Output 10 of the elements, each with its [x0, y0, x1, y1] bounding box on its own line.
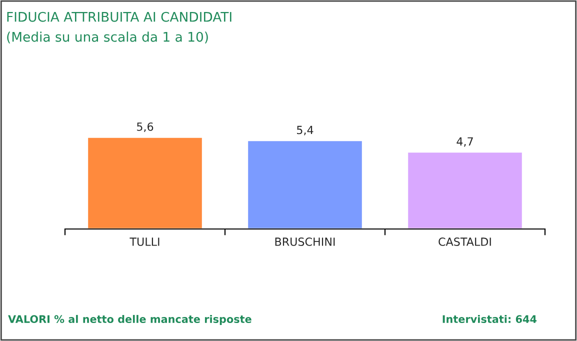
- chart-subtitle: (Media su una scala da 1 a 10): [7, 32, 208, 44]
- text: Intervistati: 644: [442, 314, 537, 324]
- data-label: 5,6: [137, 122, 154, 132]
- data-label: 4,7: [456, 137, 473, 147]
- x-tick-label: TULLI: [130, 238, 160, 246]
- x-tick-label: BRUSCHINI: [275, 238, 335, 246]
- x-tick-label: CASTALDI: [438, 238, 491, 246]
- data-label: 5,4: [297, 126, 314, 136]
- chart-title: FIDUCIA ATTRIBUITA AI CANDIDATI: [7, 12, 232, 22]
- text: VALORI % al netto delle mancate risposte: [8, 314, 252, 326]
